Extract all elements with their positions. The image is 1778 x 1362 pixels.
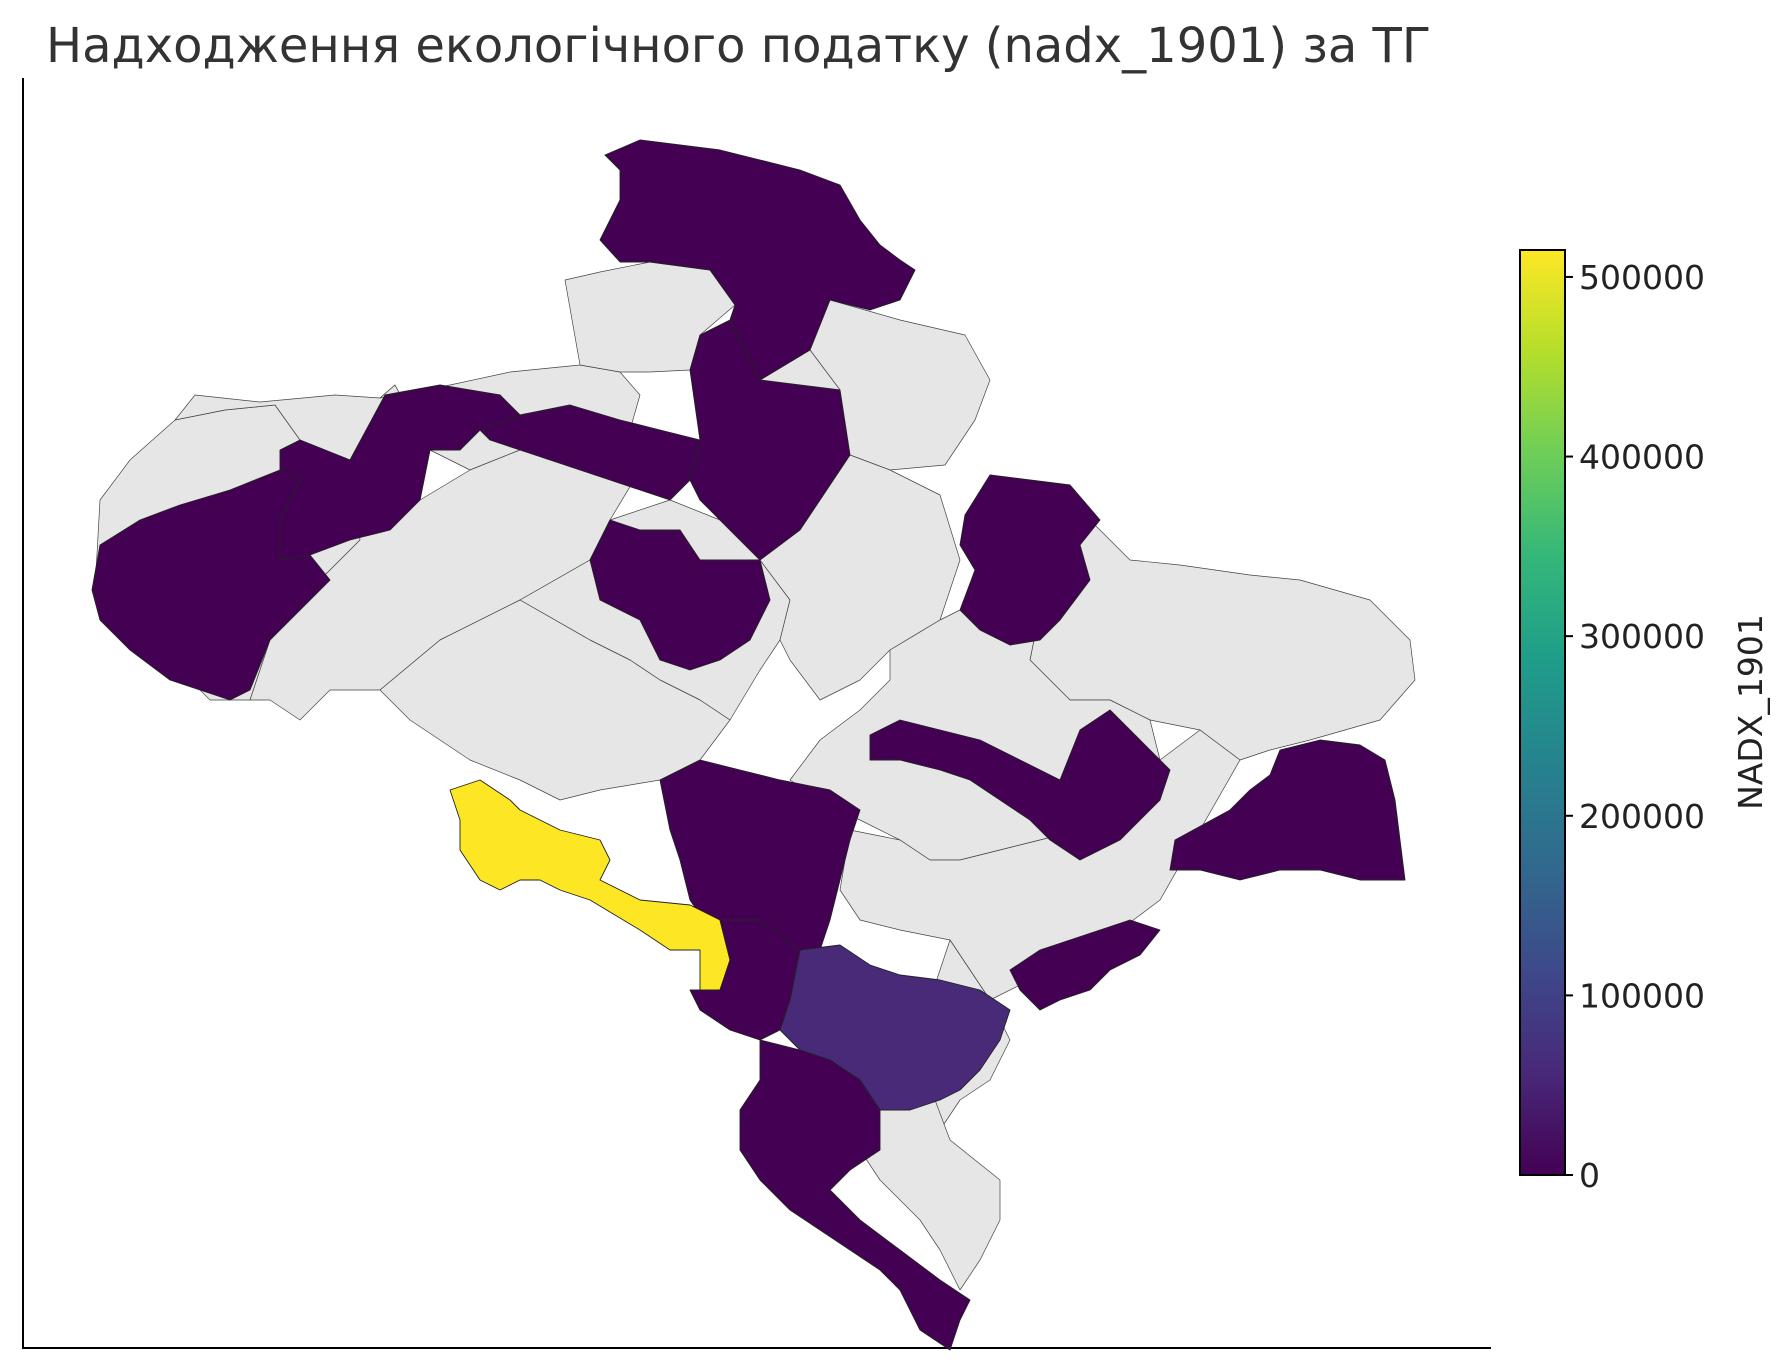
region-data-south-c <box>689 919 801 1041</box>
colorbar-tick-label: 500000 <box>1579 258 1705 297</box>
region-data-north <box>599 139 916 381</box>
colorbar-ticks: 0 100000 200000 300000 400000 500000 <box>1565 258 1705 1195</box>
region-data-north-center <box>689 319 851 561</box>
region-data-south-center-a <box>659 759 861 961</box>
colorbar-tick-label: 400000 <box>1579 438 1705 477</box>
region-data-southeast <box>1009 919 1161 1011</box>
colorbar-tick-label: 100000 <box>1579 976 1705 1015</box>
colorbar-tick-label: 200000 <box>1579 797 1705 836</box>
map-title: Надходження екологічного податку (nadx_1… <box>46 18 1431 74</box>
region-data-north-west-center <box>479 404 701 501</box>
colorbar-gradient <box>1519 249 1566 1176</box>
region-data-east <box>1169 739 1406 881</box>
region-data-northeast <box>959 474 1101 646</box>
region-data-far-south <box>739 1039 971 1351</box>
region-data-east-center <box>869 709 1171 861</box>
colorbar-tick-label: 0 <box>1579 1156 1600 1195</box>
colorbar: 0 100000 200000 300000 400000 500000 NADX_190… <box>1519 249 1770 1195</box>
region-data-west <box>91 469 331 701</box>
region-data-center <box>589 519 771 671</box>
colorbar-label: NADX_1901 <box>1731 614 1770 810</box>
colorbar-tick-label: 300000 <box>1579 617 1705 656</box>
choropleth-map <box>91 139 1416 1351</box>
